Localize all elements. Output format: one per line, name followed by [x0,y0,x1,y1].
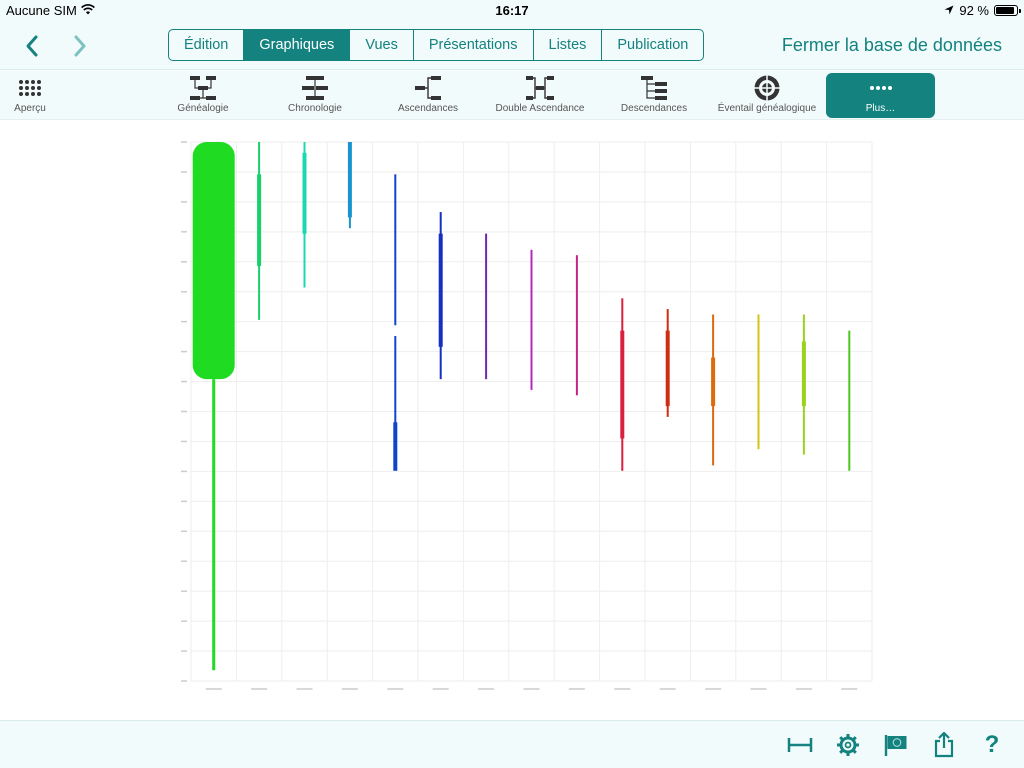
section-tabs: Édition Graphiques Vues Présentations Li… [168,29,705,61]
tab-listes[interactable]: Listes [534,30,603,60]
help-icon: ? [984,731,1000,758]
fit-width-button[interactable] [785,731,815,759]
lifespan-bar [212,379,216,671]
tab-publication[interactable]: Publication [617,37,689,53]
wifi-icon [80,3,95,18]
lifespan-bar [257,174,262,266]
carrier-label: Aucune SIM [6,3,77,18]
more-dots-icon [826,73,935,103]
lifespan-bar [347,142,352,218]
tool-label: Double Ascendance [495,103,585,114]
tab-edition[interactable]: Édition [169,30,245,60]
forward-button[interactable] [64,30,96,62]
chart-area [0,121,1024,719]
chevron-right-icon [74,35,86,57]
tool-eventail[interactable]: Éventail généalogique [712,73,822,118]
lifespan-bar [801,341,806,407]
tool-label: Généalogie [177,103,229,114]
ancestors-icon [393,73,463,103]
tool-label: Chronologie [288,103,342,114]
tool-label: Éventail généalogique [717,103,817,114]
tool-label: Plus… [865,103,896,114]
tool-label: Aperçu [14,103,46,114]
flag-button[interactable] [881,731,911,759]
settings-button[interactable] [833,731,863,759]
lifespan-bar [485,233,488,380]
tool-label: Descendances [620,103,688,114]
tool-genealogie[interactable]: Généalogie [168,73,238,118]
tool-descendances[interactable]: Descendances [616,73,692,118]
lifespan-bar [530,249,533,390]
share-icon [934,732,954,758]
tab-vues[interactable]: Vues [350,30,414,60]
tool-apercu[interactable]: Aperçu [8,73,52,118]
chevron-left-icon [26,35,38,57]
ruler-width-icon [787,738,813,752]
tool-ascendances[interactable]: Ascendances [393,73,463,118]
lifespan-bar [394,336,397,466]
lifespan-bar [848,330,851,471]
lifespan-chart [181,141,873,690]
genealogy-icon [168,73,238,103]
lifespan-bar [192,142,235,380]
lifespan-bar [575,255,578,396]
grid-dots-icon [8,73,52,103]
back-button[interactable] [16,30,48,62]
tab-presentations[interactable]: Présentations [414,30,534,60]
tool-chronologie[interactable]: Chronologie [280,73,350,118]
double-ancestry-icon [490,73,590,103]
lifespan-bar [665,330,670,407]
lifespan-bar [438,233,443,347]
lifespan-bar [393,422,398,471]
lifespan-bar [620,330,625,439]
lifespan-bar [757,314,760,450]
bottom-toolbar: ? [0,720,1024,768]
clock: 16:17 [495,3,529,18]
lifespan-bar [302,152,307,234]
lifespan-bar [394,174,397,326]
gear-icon [837,734,859,756]
tool-label: Ascendances [397,103,459,114]
descendants-icon [616,73,692,103]
share-button[interactable] [929,731,959,759]
navigation-bar: Édition Graphiques Vues Présentations Li… [0,22,1024,70]
battery-percent: 92 % [959,3,989,18]
chronology-icon [280,73,350,103]
location-arrow-icon [944,3,954,18]
tool-plus[interactable]: Plus… [826,73,935,118]
tab-graphiques[interactable]: Graphiques [244,30,351,60]
fan-chart-icon [712,73,822,103]
battery-icon [994,5,1021,16]
close-database-button[interactable]: Fermer la base de données [781,35,1002,55]
chart-type-toolbar: Aperçu Généalogie Chronologie Ascendance… [0,71,1024,120]
tool-double-ascendance[interactable]: Double Ascendance [490,73,590,118]
status-bar: Aucune SIM 16:17 92 % [0,0,1024,22]
flag-icon [884,735,907,756]
help-button[interactable]: ? [977,731,1007,759]
lifespan-bar [711,357,716,407]
